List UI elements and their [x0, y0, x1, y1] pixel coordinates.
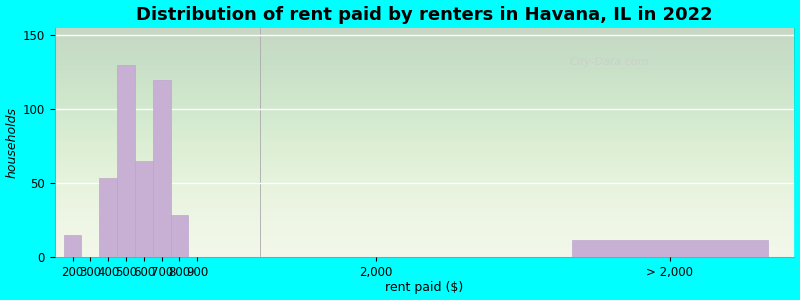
Title: Distribution of rent paid by renters in Havana, IL in 2022: Distribution of rent paid by renters in …	[136, 6, 713, 24]
Bar	[135, 161, 153, 256]
Y-axis label: households: households	[6, 107, 18, 178]
Bar	[64, 235, 82, 256]
Bar	[99, 178, 117, 256]
Text: City-Data.com: City-Data.com	[570, 57, 650, 67]
Bar	[572, 240, 768, 256]
Bar	[117, 65, 135, 256]
Bar	[153, 80, 170, 256]
Bar	[170, 215, 188, 256]
X-axis label: rent paid ($): rent paid ($)	[386, 281, 464, 294]
